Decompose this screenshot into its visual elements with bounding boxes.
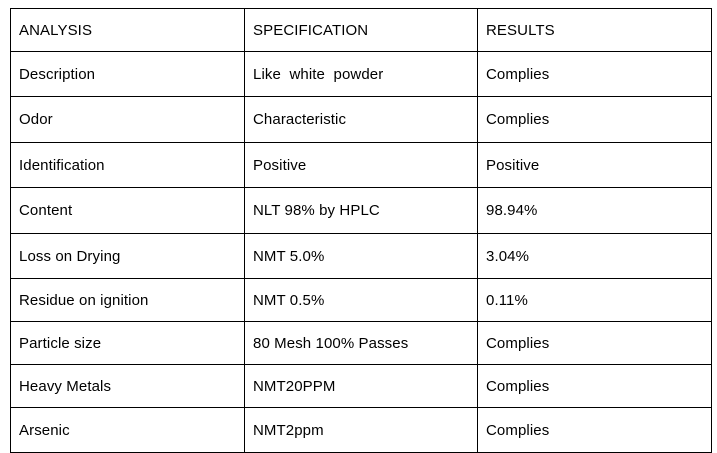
analysis-cell: Heavy Metals xyxy=(10,364,245,408)
table-row: Content NLT 98% by HPLC 98.94% xyxy=(10,187,712,234)
analysis-cell: Arsenic xyxy=(10,407,245,453)
table-row: Residue on ignition NMT 0.5% 0.11% xyxy=(10,278,712,322)
specification-cell: Characteristic xyxy=(244,96,478,143)
analysis-table: ANALYSIS SPECIFICATION RESULTS Descripti… xyxy=(10,8,712,453)
analysis-cell: Identification xyxy=(10,142,245,188)
specification-cell: 80 Mesh 100% Passes xyxy=(244,321,478,365)
analysis-cell: Odor xyxy=(10,96,245,143)
result-cell: 98.94% xyxy=(477,187,712,234)
specification-cell: NMT 0.5% xyxy=(244,278,478,322)
result-cell: Complies xyxy=(477,96,712,143)
table-row: Description Like white powder Complies xyxy=(10,51,712,97)
result-cell: Positive xyxy=(477,142,712,188)
analysis-cell: Residue on ignition xyxy=(10,278,245,322)
specification-cell: NLT 98% by HPLC xyxy=(244,187,478,234)
specification-cell: NMT2ppm xyxy=(244,407,478,453)
analysis-cell: Loss on Drying xyxy=(10,233,245,279)
table-row: Heavy Metals NMT20PPM Complies xyxy=(10,364,712,408)
table-row: Particle size 80 Mesh 100% Passes Compli… xyxy=(10,321,712,365)
result-cell: Complies xyxy=(477,51,712,97)
specification-cell: Like white powder xyxy=(244,51,478,97)
table-row: Odor Characteristic Complies xyxy=(10,96,712,143)
analysis-cell: Content xyxy=(10,187,245,234)
table-row: Loss on Drying NMT 5.0% 3.04% xyxy=(10,233,712,279)
table-row: Arsenic NMT2ppm Complies xyxy=(10,407,712,453)
analysis-cell: Particle size xyxy=(10,321,245,365)
table-row: Identification Positive Positive xyxy=(10,142,712,188)
header-specification: SPECIFICATION xyxy=(244,8,478,52)
result-cell: 3.04% xyxy=(477,233,712,279)
table-header-row: ANALYSIS SPECIFICATION RESULTS xyxy=(10,8,712,52)
header-analysis: ANALYSIS xyxy=(10,8,245,52)
header-results: RESULTS xyxy=(477,8,712,52)
result-cell: Complies xyxy=(477,321,712,365)
specification-cell: NMT 5.0% xyxy=(244,233,478,279)
specification-cell: NMT20PPM xyxy=(244,364,478,408)
result-cell: Complies xyxy=(477,407,712,453)
analysis-cell: Description xyxy=(10,51,245,97)
result-cell: 0.11% xyxy=(477,278,712,322)
result-cell: Complies xyxy=(477,364,712,408)
specification-cell: Positive xyxy=(244,142,478,188)
